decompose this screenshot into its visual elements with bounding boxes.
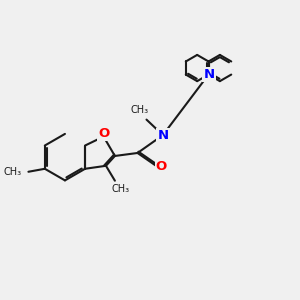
Text: N: N bbox=[157, 129, 168, 142]
Text: N: N bbox=[204, 68, 215, 81]
Text: CH₃: CH₃ bbox=[4, 167, 22, 177]
Text: CH₃: CH₃ bbox=[131, 105, 149, 115]
Text: O: O bbox=[156, 160, 167, 173]
Text: CH₃: CH₃ bbox=[111, 184, 129, 194]
Text: O: O bbox=[98, 127, 109, 140]
